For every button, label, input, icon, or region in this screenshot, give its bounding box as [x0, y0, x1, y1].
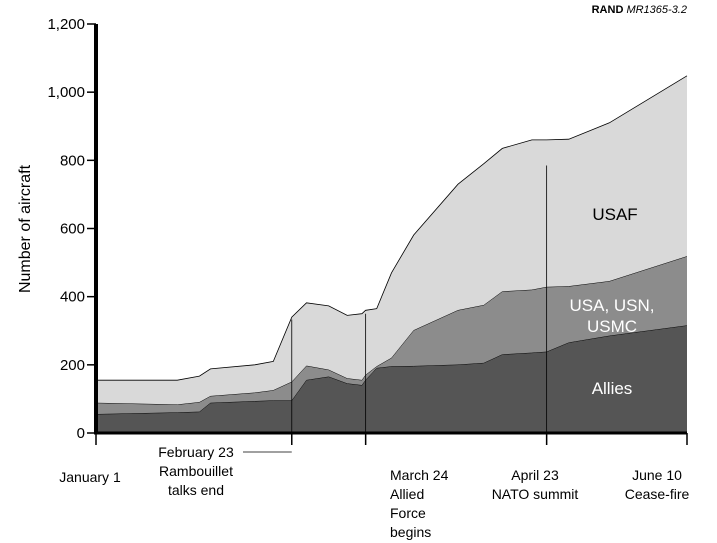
annotation-label: Rambouillet — [159, 463, 233, 479]
figure-code: MR1365-3.2 — [626, 4, 687, 16]
org-name: RAND — [591, 4, 624, 16]
annotation-label: February 23 — [158, 444, 234, 460]
y-tick-label: 1,000 — [47, 84, 85, 101]
annotation-label: Force — [390, 505, 426, 521]
y-tick-label: 0 — [77, 425, 85, 442]
series-label: Allies — [592, 379, 633, 398]
y-tick-label: 400 — [60, 289, 85, 306]
y-tick-label: 1,200 — [47, 16, 85, 33]
series-label: USA, USN, — [569, 296, 654, 315]
event-lines — [291, 165, 548, 445]
annotation-label: March 24 — [390, 467, 449, 483]
y-axis-label: Number of aircraft — [17, 164, 34, 293]
series-outline — [96, 75, 688, 381]
annotation-label: talks end — [168, 482, 224, 498]
annotation-label: June 10 — [632, 467, 682, 483]
y-tick-label: 600 — [60, 221, 85, 238]
annotation-label: NATO summit — [492, 486, 579, 502]
annotation-labels: January 1 February 23 Rambouillet talks end… — [59, 444, 689, 540]
y-tick-label: 800 — [60, 152, 85, 169]
y-axis: 0 200 400 600 800 1,000 1,200 — [47, 16, 98, 442]
annotation-label: Cease-fire — [625, 486, 690, 502]
series-label: USMC — [587, 317, 637, 336]
report-id: RAND MR1365-3.2 — [592, 4, 687, 16]
annotation-label: begins — [390, 524, 431, 540]
series-label: USAF — [592, 205, 637, 224]
area-usa-usn-usmc — [96, 256, 687, 415]
y-tick-label: 200 — [60, 357, 85, 374]
annotation-label: January 1 — [59, 469, 121, 485]
annotation-label: April 23 — [511, 467, 559, 483]
x-axis — [94, 431, 688, 445]
area-usaf — [96, 75, 687, 405]
annotation-label: Allied — [390, 486, 424, 502]
series-labels: Allies USA, USN, USMC USAF — [569, 205, 654, 398]
